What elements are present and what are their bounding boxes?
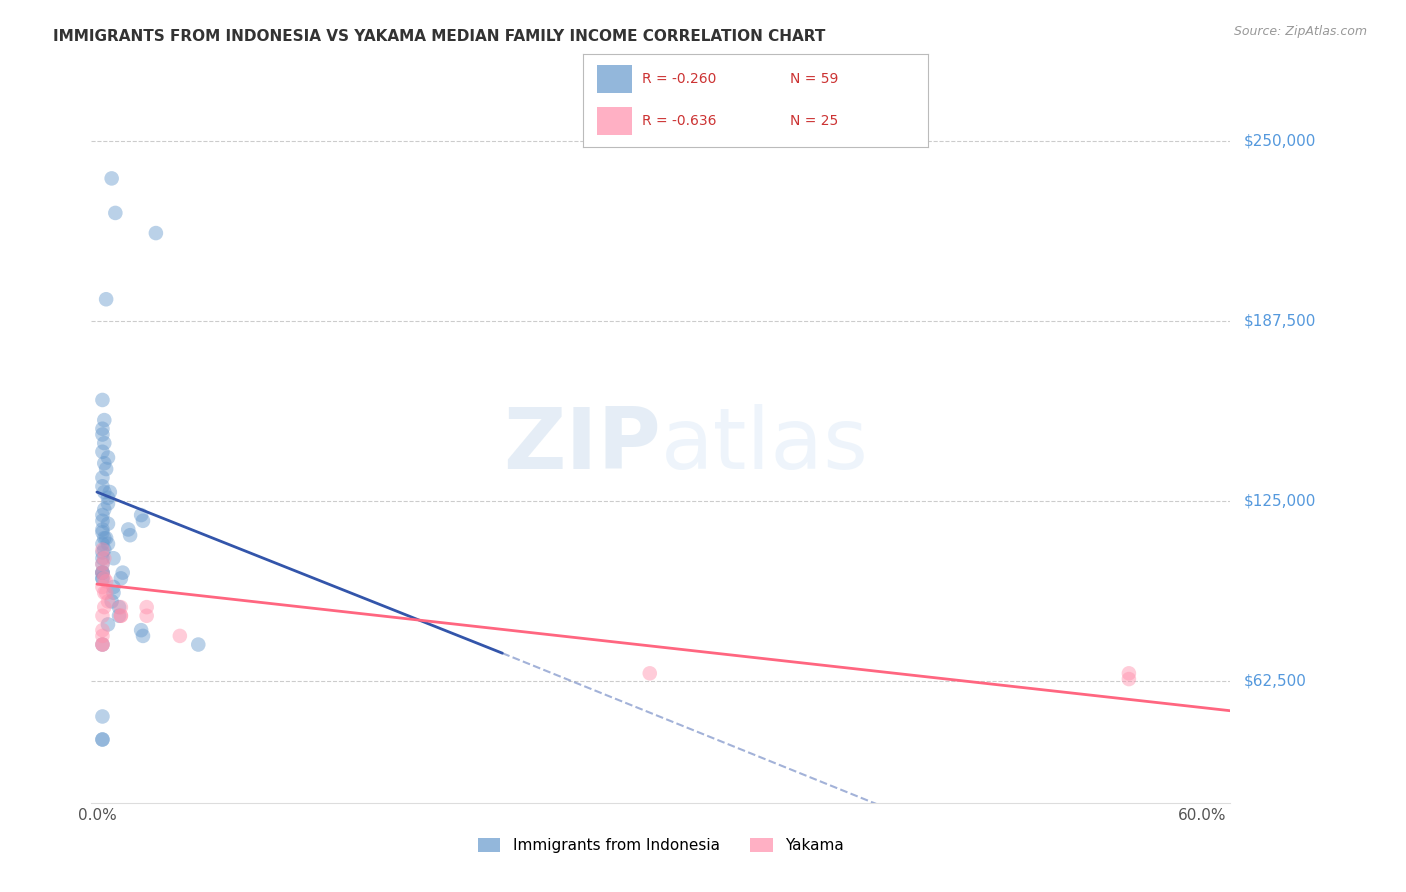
Point (91, 566, 114, 580)
Point (132, 629, 155, 643)
Point (97, 450, 120, 465)
Point (93, 600, 115, 615)
Point (1118, 672, 1140, 686)
Point (93, 436, 115, 450)
Point (108, 600, 131, 615)
Point (91, 545, 114, 559)
Point (97, 497, 120, 511)
Point (91, 551, 114, 566)
Point (91, 479, 114, 493)
Point (91, 566, 114, 580)
Point (94, 586, 117, 600)
Text: $125,000: $125,000 (1244, 493, 1316, 508)
Point (91, 557, 114, 571)
Point (93, 551, 115, 566)
Point (91, 392, 114, 407)
Point (94, 292, 117, 306)
Point (108, 608, 131, 623)
Point (91, 732, 114, 747)
Legend: Immigrants from Indonesia, Yakama: Immigrants from Indonesia, Yakama (471, 832, 851, 859)
Point (110, 608, 132, 623)
Point (111, 566, 134, 580)
Point (94, 531, 117, 545)
Text: N = 25: N = 25 (790, 114, 838, 128)
Point (93, 485, 115, 500)
Point (91, 523, 114, 537)
Point (91, 580, 114, 594)
Point (98, 485, 121, 500)
Point (94, 462, 117, 476)
Point (91, 566, 114, 580)
Point (91, 629, 114, 643)
Point (129, 508, 152, 522)
Point (91, 422, 114, 436)
Point (145, 226, 167, 240)
Point (110, 608, 132, 623)
Point (91, 571, 114, 585)
Text: $250,000: $250,000 (1244, 134, 1316, 148)
Point (135, 608, 157, 623)
Point (1118, 666, 1140, 681)
Point (93, 413, 115, 427)
Point (91, 732, 114, 747)
Point (93, 586, 115, 600)
Point (187, 638, 209, 652)
Text: atlas: atlas (661, 404, 869, 488)
Bar (598, 107, 631, 135)
Point (135, 600, 157, 615)
Point (110, 600, 132, 615)
Point (91, 566, 114, 580)
Text: Source: ZipAtlas.com: Source: ZipAtlas.com (1233, 25, 1367, 38)
Point (100, 171, 122, 186)
Point (91, 470, 114, 484)
Point (93, 542, 115, 557)
Point (129, 623, 152, 637)
Point (93, 456, 115, 470)
Point (110, 571, 132, 585)
Point (103, 551, 125, 566)
Point (93, 502, 115, 516)
Point (97, 516, 120, 531)
Point (91, 623, 114, 637)
Point (120, 528, 142, 542)
Point (91, 542, 114, 557)
Text: ZIP: ZIP (503, 404, 661, 488)
Point (97, 491, 120, 505)
Point (93, 531, 115, 545)
Point (91, 557, 114, 571)
Point (91, 638, 114, 652)
Point (93, 571, 115, 585)
Bar (598, 65, 631, 93)
Point (91, 525, 114, 540)
Point (91, 508, 114, 522)
Point (97, 594, 120, 608)
Point (91, 537, 114, 551)
Point (103, 586, 125, 600)
Point (91, 638, 114, 652)
Point (132, 514, 155, 528)
Point (100, 594, 122, 608)
Text: $62,500: $62,500 (1244, 673, 1308, 688)
Point (97, 537, 120, 551)
Point (638, 666, 661, 681)
Point (103, 580, 125, 594)
Point (91, 709, 114, 723)
Point (91, 571, 114, 585)
Point (91, 514, 114, 528)
Point (91, 608, 114, 623)
Text: R = -0.636: R = -0.636 (643, 114, 717, 128)
Point (91, 444, 114, 458)
Text: $187,500: $187,500 (1244, 313, 1316, 328)
Point (117, 523, 139, 537)
Point (91, 427, 114, 442)
Point (91, 638, 114, 652)
Point (94, 574, 117, 589)
Point (169, 629, 191, 643)
Point (97, 617, 120, 632)
Point (104, 206, 127, 220)
Text: R = -0.260: R = -0.260 (643, 72, 717, 86)
Text: IMMIGRANTS FROM INDONESIA VS YAKAMA MEDIAN FAMILY INCOME CORRELATION CHART: IMMIGRANTS FROM INDONESIA VS YAKAMA MEDI… (53, 29, 825, 44)
Text: N = 59: N = 59 (790, 72, 838, 86)
